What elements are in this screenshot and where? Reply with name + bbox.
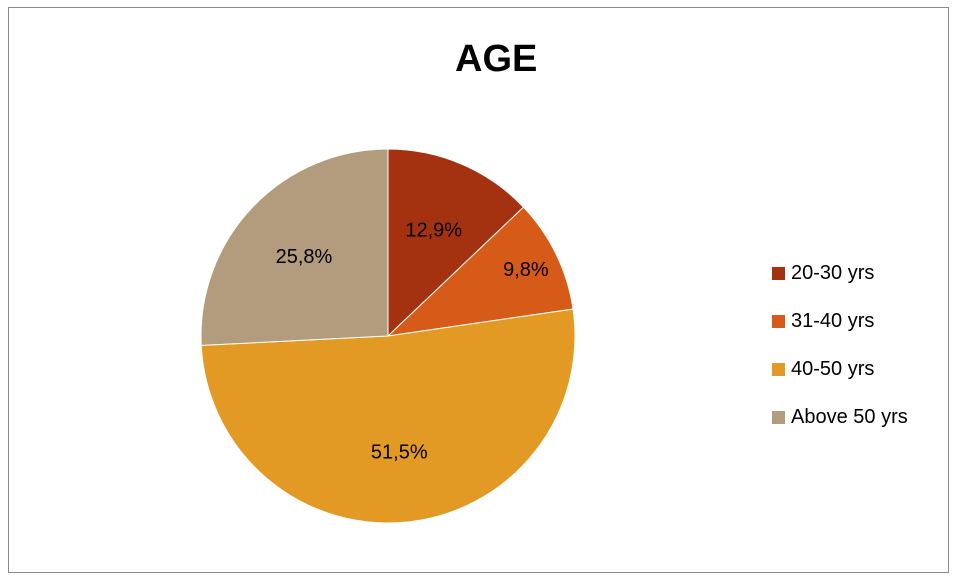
legend-label: 40-50 yrs bbox=[791, 357, 875, 380]
slice-above-50 bbox=[200, 148, 389, 346]
data-label: 51,5% bbox=[371, 441, 428, 463]
data-label: 9,8% bbox=[503, 259, 549, 281]
data-label: 25,8% bbox=[276, 246, 333, 268]
slice-31-40 bbox=[386, 206, 574, 337]
legend-label: Above 50 yrs bbox=[791, 405, 908, 428]
legend-item-40-50: 40-50 yrs bbox=[772, 345, 908, 393]
legend-item-above-50: Above 50 yrs bbox=[772, 393, 908, 441]
legend-item-31-40: 31-40 yrs bbox=[772, 297, 908, 345]
chart-title: AGE bbox=[455, 38, 538, 80]
legend-swatch bbox=[772, 410, 785, 424]
legend-swatch bbox=[772, 314, 785, 328]
legend-swatch bbox=[772, 362, 785, 376]
legend-item-20-30: 20-30 yrs bbox=[772, 249, 908, 297]
slice-40-50 bbox=[200, 308, 576, 524]
legend-swatch bbox=[772, 266, 785, 280]
slice-20-30 bbox=[387, 148, 525, 338]
data-label: 12,9% bbox=[405, 219, 462, 241]
legend-label: 31-40 yrs bbox=[791, 309, 875, 332]
chart-legend: 20-30 yrs 31-40 yrs 40-50 yrs Above 50 y… bbox=[772, 249, 908, 441]
legend-label: 20-30 yrs bbox=[791, 261, 875, 284]
